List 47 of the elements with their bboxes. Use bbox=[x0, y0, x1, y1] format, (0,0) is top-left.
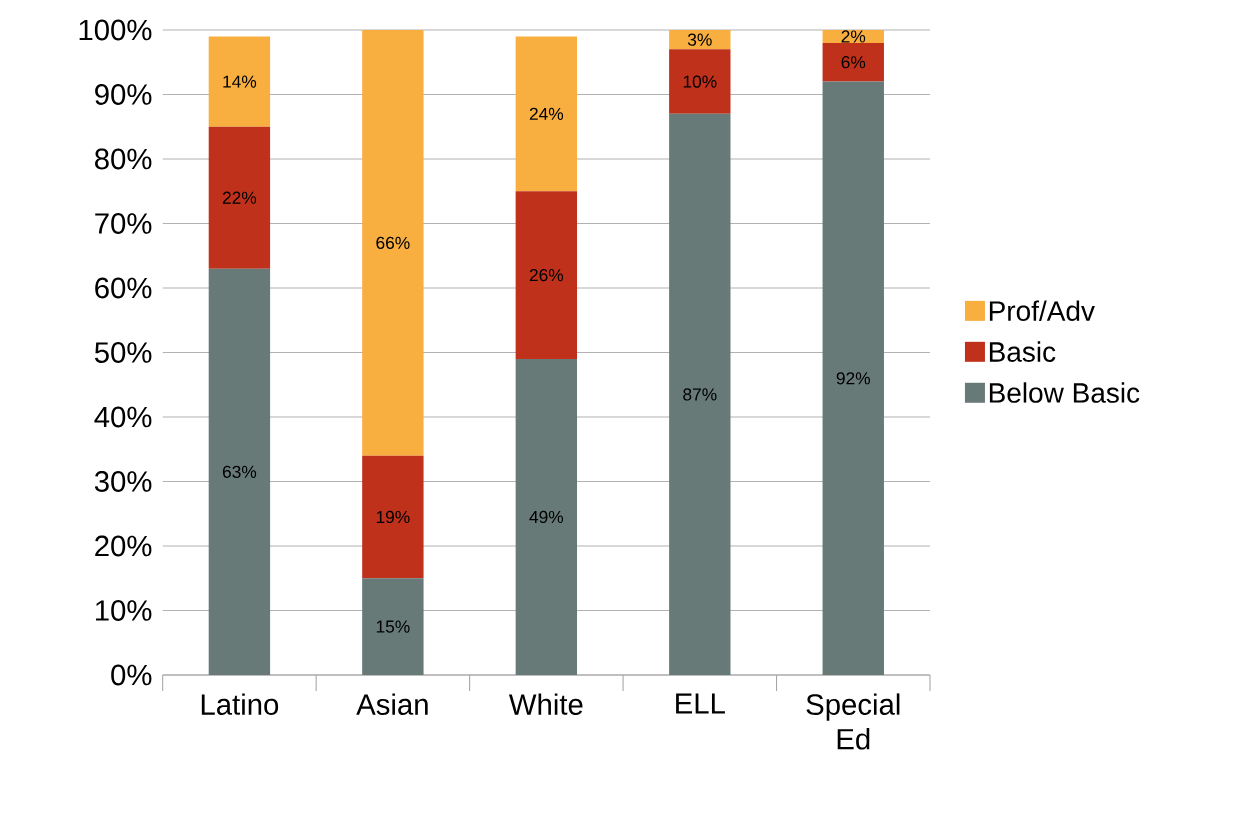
data-label: 63% bbox=[222, 465, 257, 478]
y-tick-label: 50% bbox=[94, 342, 152, 363]
bar bbox=[822, 42, 884, 82]
legend-label: Basic bbox=[989, 341, 1056, 362]
x-tick-label: Asian bbox=[356, 693, 428, 715]
y-tick-label: 60% bbox=[95, 277, 152, 299]
x-tick-label: Latino bbox=[201, 693, 279, 715]
bar bbox=[208, 36, 271, 127]
bar bbox=[362, 455, 424, 579]
bar bbox=[822, 81, 884, 675]
bar bbox=[208, 268, 271, 675]
legend-label: Prof/Adv bbox=[989, 300, 1095, 321]
y-tick-label: 20% bbox=[95, 535, 152, 557]
bar bbox=[515, 358, 578, 675]
data-label: 2% bbox=[841, 30, 866, 43]
bar bbox=[515, 191, 578, 359]
y-tick-label: 100% bbox=[79, 19, 152, 41]
y-tick-label: 40% bbox=[94, 406, 152, 428]
data-label: 6% bbox=[841, 56, 866, 69]
y-tick-label: 0% bbox=[111, 664, 152, 686]
data-label: 49% bbox=[529, 510, 564, 524]
y-tick-label: 70% bbox=[95, 213, 152, 234]
y-tick-label: 10% bbox=[95, 600, 152, 621]
bar bbox=[515, 36, 578, 192]
bar bbox=[669, 49, 731, 114]
data-label: 14% bbox=[223, 75, 257, 88]
x-tick-label: White bbox=[508, 693, 583, 715]
legend-label: Below Basic bbox=[989, 382, 1140, 403]
data-label: 22% bbox=[222, 191, 257, 204]
x-tick-label: Special Ed bbox=[806, 693, 900, 750]
y-tick-label: 30% bbox=[94, 471, 152, 492]
data-label: 24% bbox=[529, 107, 564, 120]
bar bbox=[669, 113, 731, 675]
bar bbox=[362, 29, 424, 456]
bar bbox=[208, 126, 271, 269]
data-label: 10% bbox=[683, 75, 717, 88]
data-label: 66% bbox=[376, 236, 410, 249]
bar bbox=[362, 578, 424, 675]
x-tick-label: ELL bbox=[676, 693, 725, 714]
data-label: 92% bbox=[836, 372, 870, 385]
data-label: 19% bbox=[376, 510, 410, 524]
y-tick-label: 90% bbox=[95, 84, 152, 105]
data-label: 3% bbox=[687, 33, 712, 46]
y-tick-label: 80% bbox=[95, 148, 152, 170]
data-label: 15% bbox=[376, 620, 410, 633]
data-label: 26% bbox=[529, 268, 564, 282]
data-label: 87% bbox=[683, 388, 717, 401]
